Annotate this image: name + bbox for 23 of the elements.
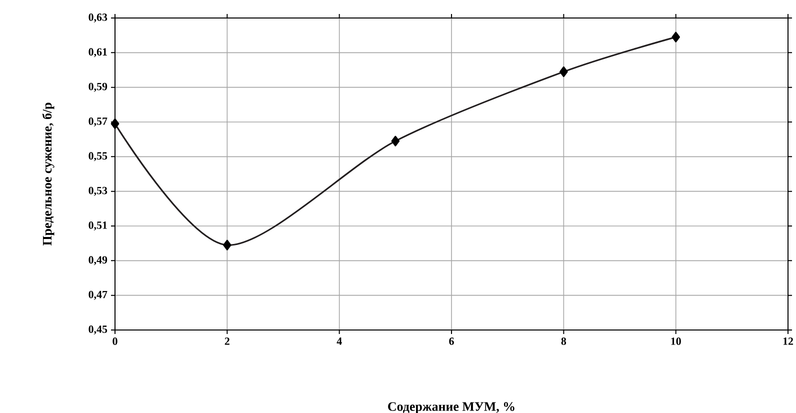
point	[391, 136, 400, 146]
x-tick-label: 6	[449, 338, 454, 345]
y-axis-title: Предельное сужение, б/р	[42, 102, 54, 246]
point	[223, 240, 232, 250]
x-tick-label: 4	[336, 338, 342, 345]
point	[110, 118, 120, 130]
y-tick-label: 0,49	[88, 256, 108, 266]
point	[560, 66, 568, 78]
y-tick-label: 0,63	[88, 14, 108, 22]
y-tick-label: 0,59	[88, 82, 108, 92]
y-tick-label: 0,55	[88, 152, 108, 162]
point	[672, 32, 680, 42]
x-tick-label: 10	[671, 338, 681, 345]
y-tick-label: 0,57	[88, 118, 108, 126]
y-tick-label: 0,45	[88, 326, 108, 334]
x-tick-label: 2	[224, 338, 230, 345]
x-tick-label: 12	[783, 338, 794, 345]
y-tick-label: 0,53	[88, 186, 108, 196]
y-tick-label: 0,51	[88, 222, 107, 230]
y-tick-label: 0,47	[88, 290, 108, 300]
x-tick-label: 0	[112, 338, 118, 345]
x-tick-label: 8	[561, 338, 566, 345]
y-tick-label: 0,61	[88, 48, 107, 58]
